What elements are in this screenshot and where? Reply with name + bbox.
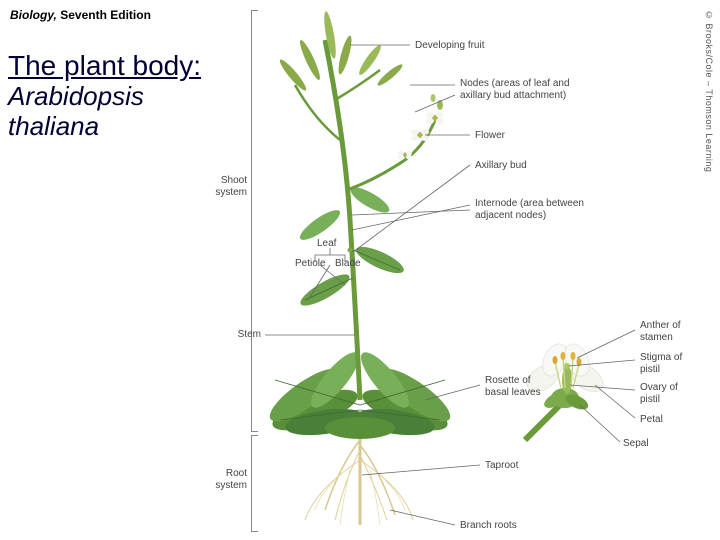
label-stigma: Stigma of pistil xyxy=(640,352,682,375)
label-nodes: Nodes (areas of leaf and axillary bud at… xyxy=(460,78,570,101)
axillary-bud-marker xyxy=(348,248,353,253)
edition-label: Seventh Edition xyxy=(60,8,151,22)
label-anther: Anther of stamen xyxy=(640,320,681,343)
label-petiole: Petiole xyxy=(295,258,326,270)
label-leaf: Leaf xyxy=(317,238,336,250)
title-species-a: Arabidopsis xyxy=(8,82,201,112)
label-sepal: Sepal xyxy=(623,438,649,450)
title-line1: The plant body: xyxy=(8,50,201,82)
label-blade: Blade xyxy=(335,258,361,270)
root-group xyxy=(305,430,413,525)
label-flower: Flower xyxy=(475,130,505,142)
book-title: Biology, xyxy=(10,8,57,22)
title-species-b: thaliana xyxy=(8,112,201,142)
plant-diagram: Shoot system Root system xyxy=(195,0,695,540)
page-title: The plant body: Arabidopsis thaliana xyxy=(8,50,201,142)
label-petal: Petal xyxy=(640,414,663,426)
label-taproot: Taproot xyxy=(485,460,518,472)
label-rosette: Rosette of basal leaves xyxy=(485,375,541,398)
textbook-header: Biology, Seventh Edition xyxy=(10,8,151,22)
label-stem: Stem xyxy=(235,329,261,341)
label-internode: Internode (area between adjacent nodes) xyxy=(475,198,584,221)
label-axillary-bud: Axillary bud xyxy=(475,160,527,172)
label-ovary: Ovary of pistil xyxy=(640,382,678,405)
plant-illustration xyxy=(195,0,695,540)
label-branch-roots: Branch roots xyxy=(460,520,517,532)
label-developing-fruit: Developing fruit xyxy=(415,40,484,52)
copyright-vertical: © Brooks/Cole – Thomson Learning xyxy=(704,10,714,172)
fruits xyxy=(277,11,404,93)
flowers-group xyxy=(398,94,444,160)
